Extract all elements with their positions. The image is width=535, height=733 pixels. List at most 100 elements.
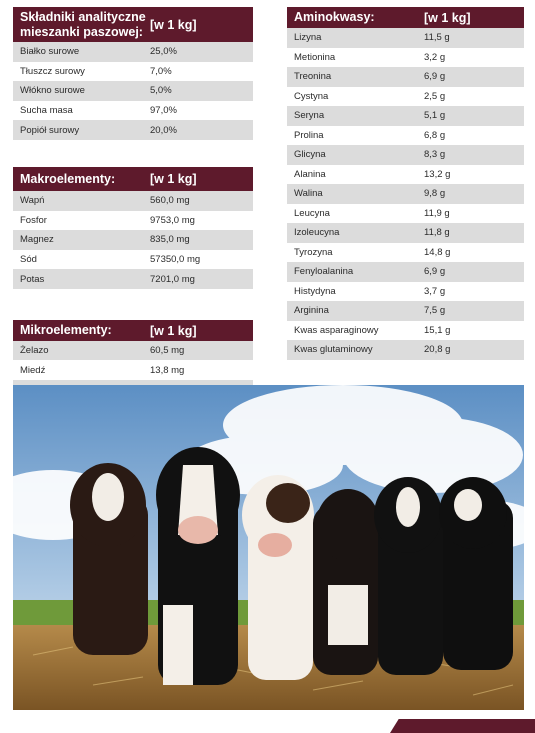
table-row: Treonina 6,9 g <box>287 67 524 87</box>
microelements-title: Mikroelementy: <box>20 323 112 337</box>
row-value: 20,8 g <box>424 344 451 356</box>
table-row: Wapń 560,0 mg <box>13 191 253 211</box>
row-label: Metionina <box>294 51 336 63</box>
row-value: 6,9 g <box>424 71 446 83</box>
table-row: Arginina 7,5 g <box>287 301 524 321</box>
row-label: Sucha masa <box>20 105 73 117</box>
row-label: Miedź <box>20 364 46 376</box>
amino-acids-title: Aminokwasy: <box>294 10 375 24</box>
table-row: Walina 9,8 g <box>287 184 524 204</box>
table-row: Włókno surowe 5,0% <box>13 81 253 101</box>
row-label: Sód <box>20 254 37 266</box>
table-row: Popiół surowy 20,0% <box>13 120 253 140</box>
microelements-header: Mikroelementy: [w 1 kg] <box>13 320 253 341</box>
row-label: Kwas asparaginowy <box>294 324 379 336</box>
table-row: Żelazo 60,5 mg <box>13 341 253 361</box>
calves-illustration <box>13 385 524 710</box>
row-label: Prolina <box>294 129 324 141</box>
row-label: Alanina <box>294 168 326 180</box>
row-label: Popiół surowy <box>20 124 80 136</box>
row-value: 15,1 g <box>424 324 451 336</box>
row-label: Seryna <box>294 110 325 122</box>
row-value: 20,0% <box>150 124 177 136</box>
table-row: Glicyna 8,3 g <box>287 145 524 165</box>
row-label: Fosfor <box>20 214 47 226</box>
table-row: Leucyna 11,9 g <box>287 204 524 224</box>
table-row: Histydyna 3,7 g <box>287 282 524 302</box>
table-row: Prolina 6,8 g <box>287 126 524 146</box>
row-label: Walina <box>294 188 323 200</box>
analytical-components-table: Składniki analityczne mieszanki paszowej… <box>13 7 253 140</box>
table-row: Sód 57350,0 mg <box>13 250 253 270</box>
row-value: 11,9 g <box>424 207 450 219</box>
title-line-1: Składniki analityczne <box>20 9 146 24</box>
row-label: Lizyna <box>294 32 322 44</box>
row-value: 5,0% <box>150 85 172 97</box>
row-value: 3,2 g <box>424 51 446 63</box>
row-value: 13,8 mg <box>150 364 185 376</box>
row-value: 2,5 g <box>424 90 446 102</box>
macroelements-title: Makroelementy: <box>20 171 116 186</box>
macroelements-rows: Wapń 560,0 mg Fosfor 9753,0 mg Magnez 835,0 m… <box>13 191 253 289</box>
unit-label: [w 1 kg] <box>150 172 197 186</box>
row-label: Żelazo <box>20 345 49 357</box>
row-label: Wapń <box>20 195 45 207</box>
row-value: 9753,0 mg <box>150 214 195 226</box>
row-value: 7,5 g <box>424 305 446 317</box>
row-value: 3,7 g <box>424 285 446 297</box>
table-row: Tłuszcz surowy 7,0% <box>13 62 253 82</box>
unit-label: [w 1 kg] <box>424 10 471 25</box>
row-label: Białko surowe <box>20 46 80 58</box>
row-label: Leucyna <box>294 207 330 219</box>
row-value: 57350,0 mg <box>150 254 201 266</box>
table-row: Miedź 13,8 mg <box>13 360 253 379</box>
row-label: Kwas glutaminowy <box>294 344 373 356</box>
row-value: 8,3 g <box>424 149 446 161</box>
unit-label: [w 1 kg] <box>150 323 197 338</box>
row-label: Glicyna <box>294 149 326 161</box>
unit-label: [w 1 kg] <box>150 17 197 32</box>
row-value: 6,9 g <box>424 266 446 278</box>
table-row: Cystyna 2,5 g <box>287 87 524 107</box>
table-row: Seryna 5,1 g <box>287 106 524 126</box>
row-value: 60,5 mg <box>150 345 185 357</box>
macroelements-table: Makroelementy: [w 1 kg] Wapń 560,0 mg Fosf… <box>13 167 253 289</box>
table-row: Izoleucyna 11,8 g <box>287 223 524 243</box>
amino-acids-rows: Lizyna 11,5 g Metionina 3,2 g Treonina 6,9 g C… <box>287 28 524 360</box>
row-label: Arginina <box>294 305 329 317</box>
table-row: Fosfor 9753,0 mg <box>13 211 253 231</box>
row-label: Tyrozyna <box>294 246 333 258</box>
amino-acids-table: Aminokwasy: [w 1 kg] Lizyna 11,5 g Metioni… <box>287 7 524 360</box>
row-value: 11,8 g <box>424 227 450 239</box>
table-row: Kwas asparaginowy 15,1 g <box>287 321 524 341</box>
table-row: Lizyna 11,5 g <box>287 28 524 48</box>
table-row: Potas 7201,0 mg <box>13 269 253 289</box>
title-line-2: mieszanki paszowej: <box>20 24 143 39</box>
row-value: 25,0% <box>150 46 177 58</box>
analytical-components-title: Składniki analityczne mieszanki paszowej… <box>20 10 150 40</box>
row-value: 7201,0 mg <box>150 273 195 285</box>
row-value: 13,2 g <box>424 168 451 180</box>
row-label: Izoleucyna <box>294 227 340 239</box>
table-row: Tyrozyna 14,8 g <box>287 243 524 263</box>
table-row: Kwas glutaminowy 20,8 g <box>287 340 524 360</box>
row-value: 11,5 g <box>424 32 450 44</box>
row-label: Magnez <box>20 234 54 246</box>
table-row: Metionina 3,2 g <box>287 48 524 68</box>
decorative-footer-bar <box>390 719 535 733</box>
table-row: Fenyloalanina 6,9 g <box>287 262 524 282</box>
row-value: 560,0 mg <box>150 195 190 207</box>
row-label: Włókno surowe <box>20 85 85 97</box>
row-label: Tłuszcz surowy <box>20 65 85 77</box>
row-label: Fenyloalanina <box>294 266 354 278</box>
analytical-components-header: Składniki analityczne mieszanki paszowej… <box>13 7 253 42</box>
row-value: 5,1 g <box>424 110 446 122</box>
row-label: Treonina <box>294 71 332 83</box>
table-row: Białko surowe 25,0% <box>13 42 253 62</box>
table-row: Sucha masa 97,0% <box>13 101 253 121</box>
row-value: 7,0% <box>150 65 172 77</box>
table-row: Magnez 835,0 mg <box>13 230 253 250</box>
calves-photo <box>13 385 524 710</box>
row-value: 97,0% <box>150 105 177 117</box>
macroelements-header: Makroelementy: [w 1 kg] <box>13 167 253 191</box>
